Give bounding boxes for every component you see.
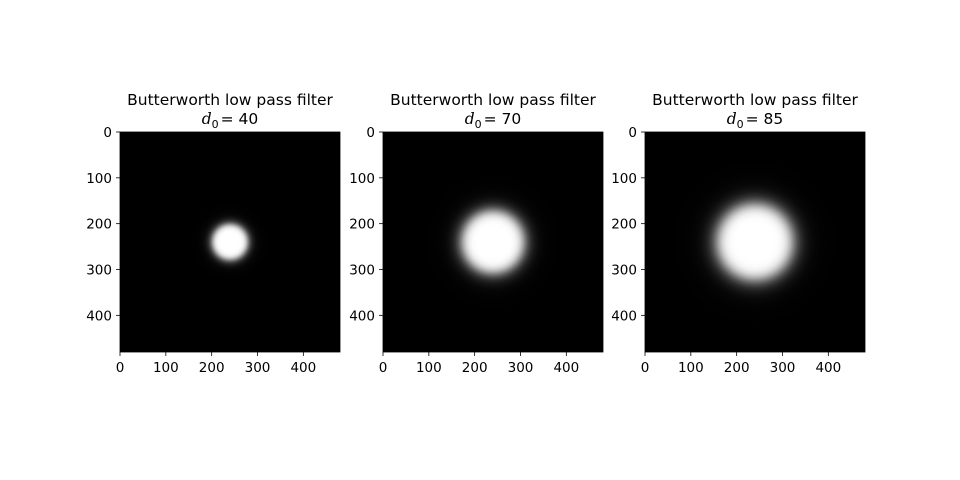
y-tick-label: 400 [349, 308, 375, 324]
x-tick-label: 300 [245, 360, 271, 376]
chart-subtitle: d0 = 40 [202, 110, 259, 131]
y-tick-label: 100 [611, 171, 637, 187]
x-tick-label: 400 [290, 360, 316, 376]
chart-title: Butterworth low pass filter [390, 91, 596, 109]
x-tick-label: 200 [724, 360, 750, 376]
y-tick-label: 300 [611, 263, 637, 279]
y-tick-label: 300 [86, 263, 112, 279]
x-tick-label: 100 [678, 360, 704, 376]
y-tick-label: 200 [86, 217, 112, 233]
chart-title: Butterworth low pass filter [652, 91, 858, 109]
x-tick-label: 0 [116, 360, 125, 376]
x-tick-label: 100 [416, 360, 442, 376]
chart-title: Butterworth low pass filter [127, 91, 333, 109]
y-tick-label: 0 [628, 125, 637, 141]
x-tick-label: 200 [462, 360, 488, 376]
y-tick-label: 100 [349, 171, 375, 187]
y-tick-label: 400 [611, 308, 637, 324]
axes-frame [644, 131, 866, 353]
y-tick-label: 0 [103, 125, 112, 141]
y-tick-label: 400 [86, 308, 112, 324]
axes-frame [119, 131, 341, 353]
chart-subtitle: d0 = 85 [727, 110, 784, 131]
x-tick-label: 400 [553, 360, 579, 376]
chart-subtitle: d0 = 70 [465, 110, 522, 131]
axes-frame [382, 131, 604, 353]
y-tick-label: 300 [349, 263, 375, 279]
x-tick-label: 400 [815, 360, 841, 376]
y-tick-label: 200 [349, 217, 375, 233]
filter-disk [189, 201, 271, 283]
x-tick-label: 100 [153, 360, 179, 376]
x-tick-label: 200 [199, 360, 225, 376]
x-tick-label: 300 [770, 360, 796, 376]
x-tick-label: 0 [379, 360, 388, 376]
x-tick-label: 300 [508, 360, 534, 376]
y-tick-label: 100 [86, 171, 112, 187]
filter-disk [422, 171, 564, 313]
x-tick-label: 0 [641, 360, 650, 376]
y-tick-label: 0 [366, 125, 375, 141]
y-tick-label: 200 [611, 217, 637, 233]
filter-disk [669, 156, 841, 328]
